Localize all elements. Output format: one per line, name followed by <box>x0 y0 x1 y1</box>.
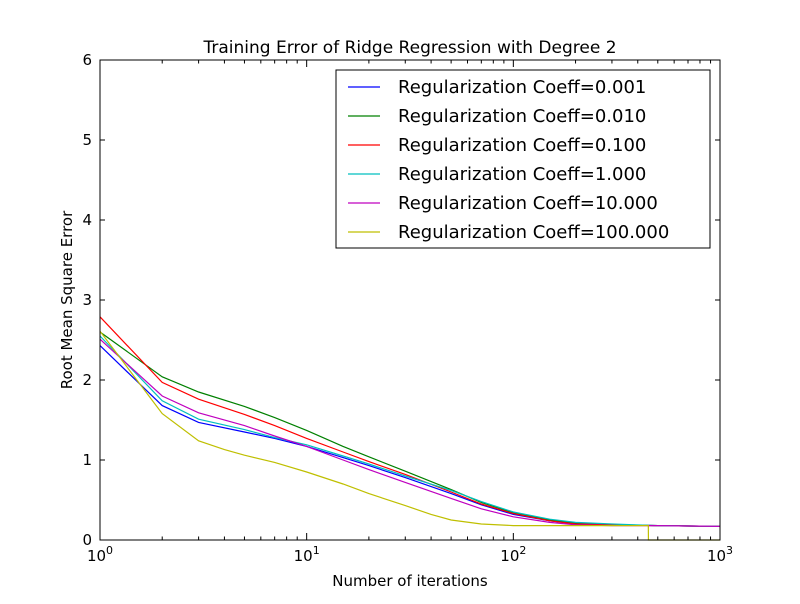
y-axis-label: Root Mean Square Error <box>58 210 76 389</box>
legend-label-5: Regularization Coeff=100.000 <box>398 222 669 243</box>
y-tick-label-2: 2 <box>82 371 92 389</box>
legend: Regularization Coeff=0.001 Regularization… <box>335 69 711 249</box>
y-tick-label-1: 1 <box>82 451 92 469</box>
x-tick-label-2: 102 <box>500 544 526 565</box>
y-axis: 0 1 2 3 4 5 6 <box>82 51 720 549</box>
y-tick-label-0: 0 <box>82 531 92 549</box>
legend-box <box>335 69 711 249</box>
series-line-1 <box>99 331 721 527</box>
y-tick-label-5: 5 <box>82 131 92 149</box>
series-line-2 <box>99 316 721 527</box>
series-line-5 <box>99 330 720 541</box>
legend-label-1: Regularization Coeff=0.010 <box>398 106 646 127</box>
x-tick-label-3: 103 <box>707 544 733 565</box>
x-axis-label: Number of iterations <box>332 572 488 590</box>
y-tick-label-4: 4 <box>82 211 92 229</box>
y-tick-label-6: 6 <box>82 51 92 69</box>
legend-label-0: Regularization Coeff=0.001 <box>398 77 646 98</box>
x-tick-label-0: 100 <box>87 544 113 565</box>
legend-label-4: Regularization Coeff=10.000 <box>398 193 658 214</box>
series-layer <box>99 316 721 541</box>
y-tick-label-3: 3 <box>82 291 92 309</box>
series-line-4 <box>99 338 721 527</box>
legend-label-2: Regularization Coeff=0.100 <box>398 135 646 156</box>
series-line-3 <box>99 335 721 527</box>
x-tick-label-1: 101 <box>294 544 320 565</box>
chart-title: Training Error of Ridge Regression with … <box>202 38 616 58</box>
legend-label-3: Regularization Coeff=1.000 <box>398 164 646 185</box>
